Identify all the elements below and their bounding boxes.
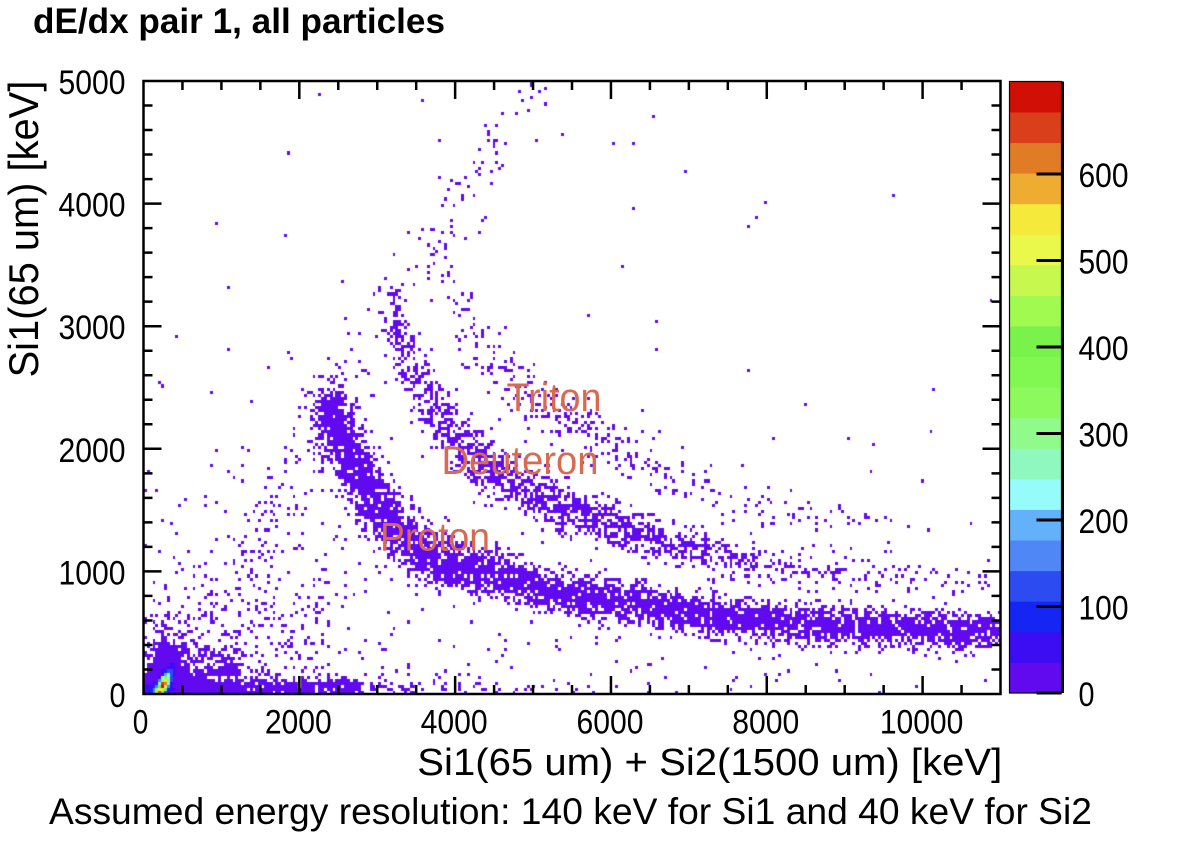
svg-text:4000: 4000 [59, 187, 126, 225]
svg-text:8000: 8000 [732, 704, 799, 742]
svg-text:300: 300 [1079, 417, 1129, 455]
svg-text:Proton: Proton [380, 516, 490, 560]
svg-text:4000: 4000 [421, 704, 488, 742]
svg-text:500: 500 [1079, 244, 1129, 282]
svg-text:dE/dx pair 1, all particles: dE/dx pair 1, all particles [33, 1, 445, 41]
svg-text:10000: 10000 [880, 704, 964, 742]
svg-text:600: 600 [1079, 157, 1129, 195]
svg-text:Si1(65 um) + Si2(1500 um) [keV: Si1(65 um) + Si2(1500 um) [keV] [417, 742, 1002, 784]
svg-text:400: 400 [1079, 330, 1129, 368]
svg-text:Si1(65 um) [keV]: Si1(65 um) [keV] [0, 81, 47, 378]
svg-text:2000: 2000 [59, 432, 126, 470]
svg-text:6000: 6000 [576, 704, 643, 742]
svg-text:2000: 2000 [265, 704, 332, 742]
svg-text:200: 200 [1079, 503, 1129, 541]
svg-text:Triton: Triton [507, 376, 602, 420]
svg-text:Deuteron: Deuteron [442, 439, 599, 483]
svg-text:3000: 3000 [59, 309, 126, 347]
svg-text:Assumed energy resolution: 140: Assumed energy resolution: 140 keV for S… [49, 790, 1092, 832]
svg-text:5000: 5000 [59, 64, 126, 102]
svg-text:100: 100 [1079, 590, 1129, 628]
svg-text:0: 0 [110, 677, 126, 715]
svg-text:0: 0 [133, 704, 149, 742]
svg-text:1000: 1000 [59, 554, 126, 592]
svg-text:0: 0 [1079, 676, 1095, 714]
